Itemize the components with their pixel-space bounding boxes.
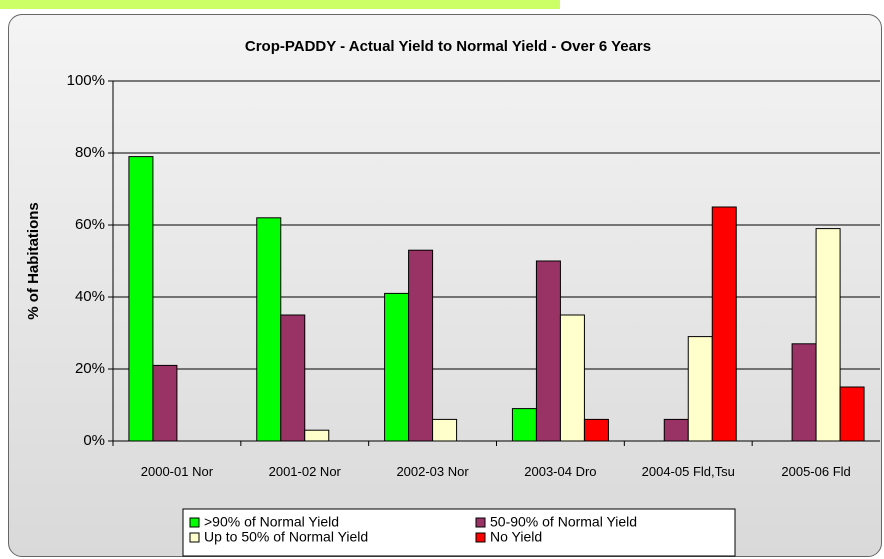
bar bbox=[663, 418, 689, 442]
bar bbox=[408, 249, 434, 442]
legend-box bbox=[182, 508, 736, 557]
y-axis-label: % of Habitations bbox=[25, 202, 42, 320]
y-tick-label: 80% bbox=[75, 144, 105, 161]
bar bbox=[815, 228, 841, 442]
chart-title: Crop-PADDY - Actual Yield to Normal Yiel… bbox=[245, 38, 651, 55]
bar bbox=[711, 206, 737, 442]
bar bbox=[280, 314, 306, 442]
legend-swatch bbox=[475, 517, 486, 528]
x-tick-label: 2001-02 Nor bbox=[268, 464, 341, 479]
legend-swatch bbox=[475, 532, 486, 543]
y-tick-label: 100% bbox=[67, 72, 105, 89]
x-tick-label: 2000-01 Nor bbox=[140, 464, 214, 479]
bar bbox=[432, 418, 458, 442]
legend-swatch bbox=[189, 517, 200, 528]
x-tick-label: 2004-05 Fld,Tsu bbox=[641, 464, 735, 479]
legend-label: 50-90% of Normal Yield bbox=[490, 514, 637, 530]
y-tick-label: 60% bbox=[75, 216, 105, 233]
bar bbox=[256, 217, 282, 442]
x-tick-label: 2005-06 Fld bbox=[781, 464, 851, 479]
legend-label: Up to 50% of Normal Yield bbox=[204, 529, 368, 545]
y-tick-label: 0% bbox=[83, 432, 105, 449]
legend-swatch bbox=[189, 532, 200, 543]
bar bbox=[687, 336, 713, 442]
bar bbox=[839, 386, 865, 442]
bar bbox=[535, 260, 561, 442]
y-tick-label: 40% bbox=[75, 288, 105, 305]
bar bbox=[128, 156, 154, 442]
bar bbox=[559, 314, 585, 442]
bar bbox=[384, 292, 410, 442]
bar bbox=[304, 429, 330, 442]
bar bbox=[152, 364, 178, 442]
x-tick-label: 2003-04 Dro bbox=[524, 464, 597, 479]
legend-label: No Yield bbox=[490, 529, 542, 545]
y-tick-label: 20% bbox=[75, 360, 105, 377]
x-tick-label: 2002-03 Nor bbox=[396, 464, 469, 479]
bar bbox=[511, 408, 537, 442]
bar bbox=[583, 418, 609, 442]
top-strip bbox=[0, 0, 560, 9]
bar bbox=[791, 343, 817, 442]
legend-label: >90% of Normal Yield bbox=[204, 514, 339, 530]
